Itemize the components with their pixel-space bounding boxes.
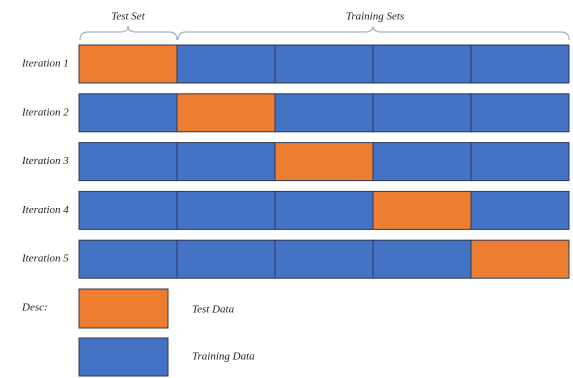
training-fold	[274, 93, 374, 133]
training-sets-label: Training Sets	[346, 11, 404, 23]
training-fold	[470, 44, 570, 84]
legend-title: Desc:	[21, 302, 48, 314]
training-fold	[78, 93, 178, 133]
training-fold	[372, 142, 472, 182]
legend-training-label: Training Data	[192, 351, 255, 363]
training-fold	[274, 44, 374, 84]
training-fold	[470, 93, 570, 133]
training-fold	[274, 239, 374, 279]
training-fold	[470, 190, 570, 230]
training-fold	[176, 142, 276, 182]
test-fold	[78, 44, 178, 84]
iteration-label: Iteration 3	[21, 155, 69, 167]
training-fold	[372, 93, 472, 133]
test-brace	[79, 25, 178, 41]
training-fold	[78, 142, 178, 182]
test-set-label: Test Set	[111, 11, 145, 23]
training-fold	[372, 239, 472, 279]
test-fold	[274, 142, 374, 182]
iteration-label: Iteration 5	[21, 253, 69, 265]
legend-test-swatch	[78, 288, 169, 329]
training-brace	[177, 25, 570, 41]
training-fold	[176, 190, 276, 230]
iteration-label: Iteration 4	[21, 204, 69, 216]
test-fold	[176, 93, 276, 133]
legend-training-swatch	[78, 337, 169, 377]
iteration-label: Iteration 1	[21, 58, 69, 70]
training-fold	[176, 44, 276, 84]
test-fold	[372, 190, 472, 230]
training-fold	[372, 44, 472, 84]
training-fold	[78, 239, 178, 279]
training-fold	[470, 142, 570, 182]
legend-test-label: Test Data	[192, 304, 235, 316]
iteration-label: Iteration 2	[21, 106, 69, 118]
training-fold	[274, 190, 374, 230]
training-fold	[78, 190, 178, 230]
training-fold	[176, 239, 276, 279]
test-fold	[470, 239, 570, 279]
